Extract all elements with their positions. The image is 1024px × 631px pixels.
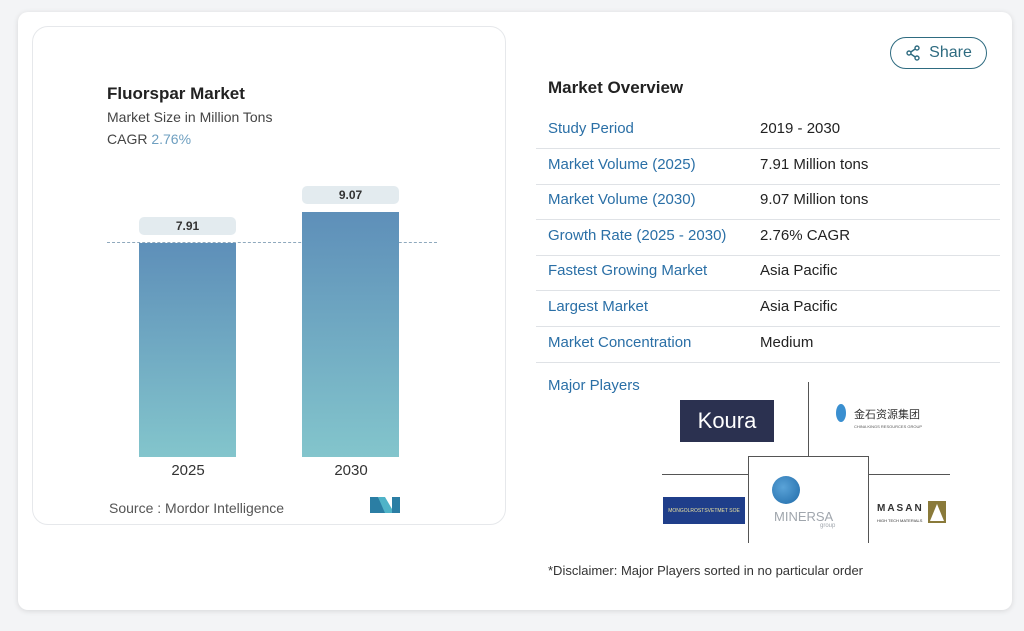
minersa-globe-icon: [772, 476, 800, 504]
row-divider: [536, 290, 1000, 292]
overview-row-label: Market Volume (2025): [548, 155, 696, 173]
mongolrostsvetmet-logo: MONGOLROSTSVETMET SOE: [663, 497, 745, 524]
divider: [868, 474, 950, 475]
china-kings-en: CHINA KINGS RESOURCES GROUP: [854, 424, 923, 429]
overview-row-value: 7.91 Million tons: [760, 155, 869, 173]
koura-logo: Koura: [680, 400, 774, 442]
divider: [662, 474, 748, 475]
china-kings-cn: 金石资源集团: [854, 409, 920, 421]
masan-logo: MASAN: [877, 503, 924, 514]
minersa-logo: MINERSA: [774, 509, 834, 524]
center-box: [748, 456, 869, 543]
share-label: Share: [929, 44, 972, 61]
row-divider: [536, 254, 1000, 256]
masan-mark-icon: [928, 501, 946, 523]
cagr: CAGR 2.76%: [107, 131, 191, 147]
share-button[interactable]: Share: [890, 37, 987, 69]
x-tick-label: 2025: [171, 462, 205, 479]
overview-row-value: 2.76% CAGR: [760, 226, 851, 244]
row-divider: [536, 361, 1000, 363]
row-divider: [536, 183, 1000, 185]
chart-panel: [32, 26, 506, 525]
chart-title: Fluorspar Market: [107, 84, 245, 103]
overview-row-value: Asia Pacific: [760, 262, 838, 280]
source-text: Source : Mordor Intelligence: [109, 500, 285, 516]
minersa-sub: group: [820, 523, 836, 529]
overview-row-label: Market Volume (2030): [548, 191, 696, 209]
overview-title: Market Overview: [548, 78, 684, 97]
reference-line: [107, 242, 437, 243]
overview-row-value: 2019 - 2030: [760, 120, 841, 137]
row-divider: [536, 326, 1000, 327]
disclaimer: *Disclaimer: Major Players sorted in no …: [548, 563, 864, 578]
x-tick-label: 2030: [334, 462, 368, 479]
bar-value-label: 7.91: [139, 217, 236, 236]
cagr-label: CAGR: [107, 131, 148, 147]
masan-sub: HIGH TECH MATERIALS: [877, 518, 923, 523]
overview-row-value: Asia Pacific: [760, 298, 838, 315]
mordor-logo-icon: [370, 497, 400, 513]
overview-row-value: 9.07 Million tons: [760, 191, 869, 209]
share-icon: [906, 45, 920, 61]
overview-row-label: Largest Market: [548, 298, 649, 315]
bar-2025: [139, 243, 236, 457]
chart-subtitle: Market Size in Million Tons: [107, 109, 273, 125]
bar-value-label: 9.07: [302, 186, 399, 204]
major-players-label: Major Players: [548, 377, 640, 394]
row-divider: [536, 148, 1000, 149]
overview-row-value: Medium: [760, 333, 814, 351]
bar-2030: [302, 212, 399, 457]
overview-row-label: Growth Rate (2025 - 2030): [548, 226, 727, 244]
overview-row-label: Fastest Growing Market: [548, 262, 708, 280]
divider: [808, 382, 809, 456]
row-divider: [536, 219, 1000, 221]
china-kings-icon: [836, 404, 846, 422]
cagr-value: 2.76%: [151, 131, 192, 147]
overview-row-label: Study Period: [548, 120, 634, 137]
overview-row-label: Market Concentration: [548, 333, 692, 351]
